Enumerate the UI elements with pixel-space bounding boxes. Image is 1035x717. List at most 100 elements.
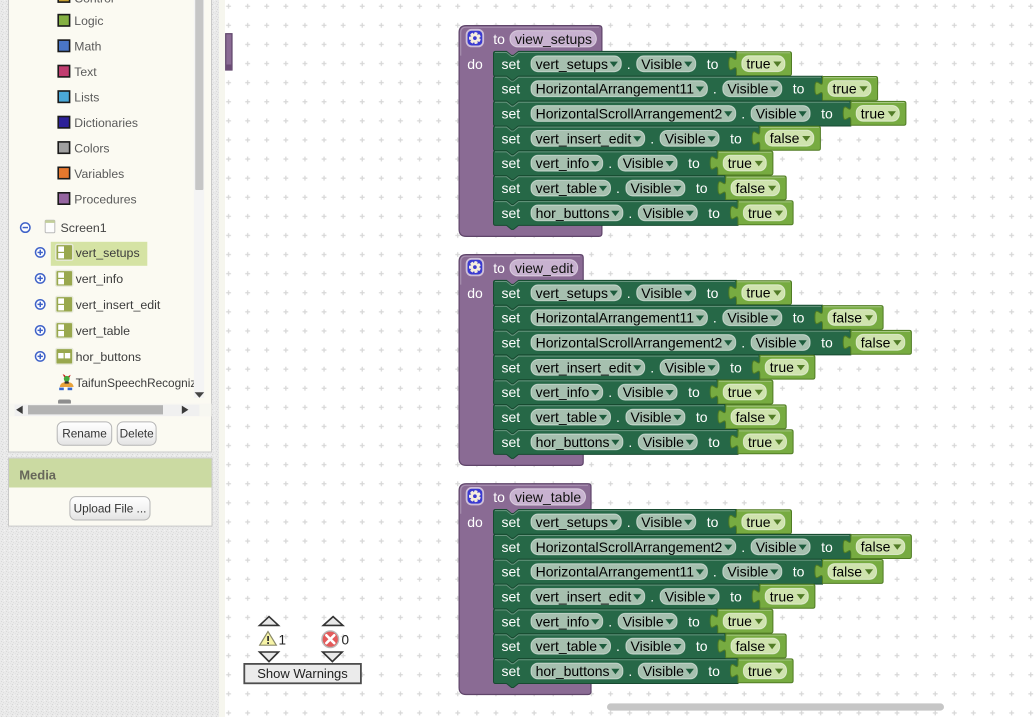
svg-text:true: true xyxy=(770,588,794,604)
svg-text:.: . xyxy=(741,106,745,122)
svg-text:set: set xyxy=(502,310,521,326)
svg-text:.: . xyxy=(650,130,654,146)
svg-text:do: do xyxy=(467,285,483,301)
svg-text:true: true xyxy=(746,285,770,301)
svg-text:Screen1: Screen1 xyxy=(61,221,107,235)
svg-text:Visible: Visible xyxy=(643,434,684,450)
svg-text:Visible: Visible xyxy=(623,384,664,400)
svg-text:Rename: Rename xyxy=(62,427,107,441)
svg-text:.: . xyxy=(713,564,717,580)
svg-text:Logic: Logic xyxy=(74,14,103,28)
svg-text:false: false xyxy=(861,334,891,350)
svg-text:to: to xyxy=(707,285,719,301)
svg-text:.: . xyxy=(713,310,717,326)
svg-text:to: to xyxy=(730,589,742,605)
svg-text:Visible: Visible xyxy=(623,613,664,629)
svg-text:to: to xyxy=(793,81,805,97)
svg-text:set: set xyxy=(502,285,521,301)
svg-text:Variables: Variables xyxy=(74,167,124,181)
svg-text:to: to xyxy=(708,663,720,679)
svg-text:to: to xyxy=(708,205,720,221)
svg-text:set: set xyxy=(502,106,521,122)
svg-text:.: . xyxy=(627,285,631,301)
svg-text:Visible: Visible xyxy=(756,106,797,122)
svg-text:vert_table: vert_table xyxy=(536,180,598,196)
svg-text:true: true xyxy=(728,613,752,629)
svg-text:true: true xyxy=(833,81,857,97)
svg-text:vert_info: vert_info xyxy=(536,155,590,171)
svg-text:.: . xyxy=(650,589,654,605)
svg-text:to: to xyxy=(696,409,708,425)
svg-text:false: false xyxy=(833,310,863,326)
svg-text:view_setups: view_setups xyxy=(515,31,592,47)
svg-text:to: to xyxy=(493,489,505,505)
svg-text:set: set xyxy=(502,359,521,375)
svg-text:set: set xyxy=(502,81,521,97)
svg-text:.: . xyxy=(650,359,654,375)
svg-text:vert_info: vert_info xyxy=(536,613,590,629)
svg-text:Visible: Visible xyxy=(665,359,706,375)
svg-text:false: false xyxy=(736,180,766,196)
svg-text:true: true xyxy=(748,205,772,221)
svg-text:set: set xyxy=(502,384,521,400)
svg-text:to: to xyxy=(730,130,742,146)
svg-text:Visible: Visible xyxy=(727,310,768,326)
svg-text:to: to xyxy=(688,155,700,171)
svg-text:set: set xyxy=(502,180,521,196)
svg-text:Visible: Visible xyxy=(665,589,706,605)
svg-text:Visible: Visible xyxy=(643,205,684,221)
svg-text:.: . xyxy=(608,384,612,400)
svg-text:HorizontalArrangement11: HorizontalArrangement11 xyxy=(536,310,695,326)
svg-text:do: do xyxy=(467,56,483,72)
svg-text:to: to xyxy=(696,180,708,196)
svg-text:set: set xyxy=(502,335,521,351)
svg-text:set: set xyxy=(502,638,521,654)
svg-text:to: to xyxy=(708,434,720,450)
svg-text:view_table: view_table xyxy=(515,489,581,505)
svg-text:set: set xyxy=(502,205,521,221)
svg-text:vert_table: vert_table xyxy=(76,324,131,338)
svg-text:set: set xyxy=(502,663,521,679)
svg-text:Visible: Visible xyxy=(641,514,682,530)
svg-text:vert_setups: vert_setups xyxy=(536,514,608,530)
svg-text:set: set xyxy=(502,564,521,580)
svg-text:vert_setups: vert_setups xyxy=(536,285,608,301)
svg-text:vert_setups: vert_setups xyxy=(76,246,140,260)
svg-text:to: to xyxy=(688,613,700,629)
svg-text:Visible: Visible xyxy=(631,180,672,196)
svg-text:true: true xyxy=(748,434,772,450)
svg-text:Dictionaries: Dictionaries xyxy=(74,116,138,130)
svg-text:to: to xyxy=(821,539,833,555)
svg-text:HorizontalScrollArrangement2: HorizontalScrollArrangement2 xyxy=(536,335,723,351)
svg-text:vert_table: vert_table xyxy=(536,409,598,425)
svg-text:true: true xyxy=(770,359,794,375)
svg-text:.: . xyxy=(616,638,620,654)
svg-text:to: to xyxy=(493,260,505,276)
svg-text:vert_insert_edit: vert_insert_edit xyxy=(76,298,161,312)
svg-text:to: to xyxy=(793,310,805,326)
svg-text:Control: Control xyxy=(74,0,113,5)
svg-text:vert_setups: vert_setups xyxy=(536,56,608,72)
svg-text:set: set xyxy=(502,130,521,146)
svg-text:.: . xyxy=(608,613,612,629)
svg-text:set: set xyxy=(502,56,521,72)
svg-text:vert_insert_edit: vert_insert_edit xyxy=(536,589,632,605)
svg-text:vert_table: vert_table xyxy=(536,638,598,654)
svg-text:hor_buttons: hor_buttons xyxy=(536,434,610,450)
svg-text:Show Warnings: Show Warnings xyxy=(257,666,348,681)
svg-text:Upload File ...: Upload File ... xyxy=(74,502,147,516)
svg-text:Visible: Visible xyxy=(643,663,684,679)
svg-text:view_edit: view_edit xyxy=(515,260,573,276)
svg-text:true: true xyxy=(728,384,752,400)
svg-text:Delete: Delete xyxy=(120,427,155,441)
svg-text:Text: Text xyxy=(74,65,97,79)
svg-text:Visible: Visible xyxy=(727,81,768,97)
svg-text:Visible: Visible xyxy=(631,638,672,654)
svg-text:hor_buttons: hor_buttons xyxy=(76,350,141,364)
svg-text:.: . xyxy=(628,663,632,679)
svg-text:Visible: Visible xyxy=(727,564,768,580)
svg-text:.: . xyxy=(628,205,632,221)
svg-text:to: to xyxy=(688,384,700,400)
svg-text:true: true xyxy=(861,105,885,121)
svg-text:Visible: Visible xyxy=(756,539,797,555)
